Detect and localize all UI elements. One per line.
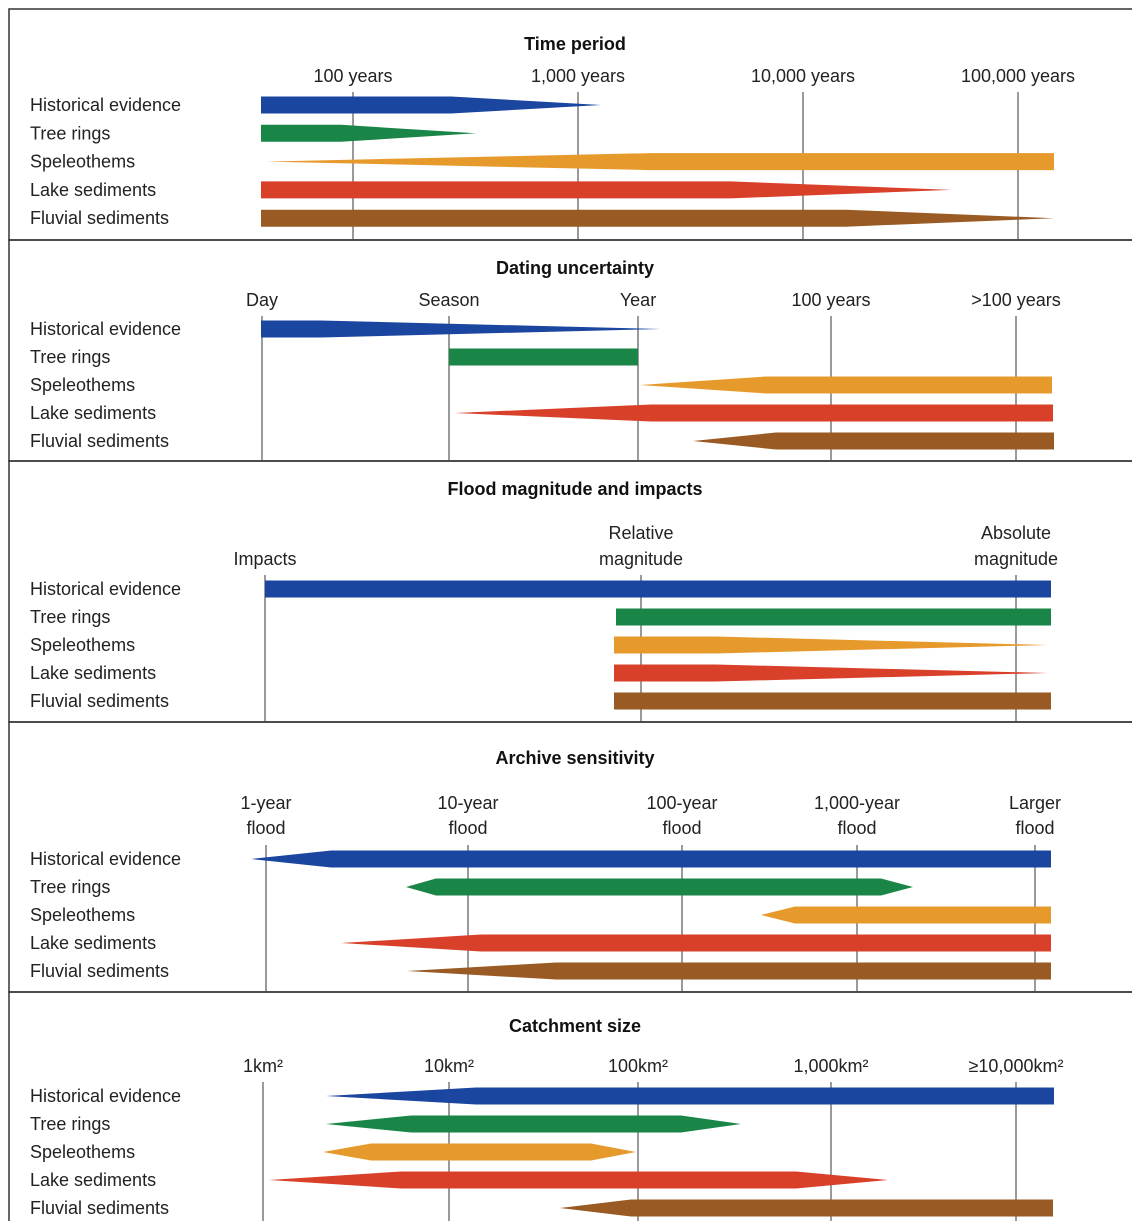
bar-historical	[251, 850, 1051, 868]
axis-label: magnitude	[974, 549, 1058, 569]
bar-fluvial	[407, 962, 1051, 980]
bar-speleothem	[266, 153, 1054, 171]
archive-label: Lake sediments	[30, 403, 156, 423]
axis-label: 100 years	[313, 66, 392, 86]
archive-label: Fluvial sediments	[30, 691, 169, 711]
axis-label: Relative	[608, 523, 673, 543]
panel-title: Dating uncertainty	[496, 258, 654, 278]
panel-magnitude: Flood magnitude and impacts Impacts Relati…	[8, 460, 1132, 723]
axis-label: 100km²	[608, 1056, 668, 1076]
bar-historical	[326, 1087, 1054, 1105]
archive-label: Historical evidence	[30, 579, 181, 599]
panel-time: Time period 100 years 1,000 years 10,000 ye…	[8, 8, 1132, 241]
bar-fluvial	[560, 1199, 1053, 1217]
bar-speleothem	[323, 1143, 636, 1161]
axis-label: 1,000 years	[531, 66, 625, 86]
archive-label: Tree rings	[30, 1114, 110, 1134]
axis-label: 100 years	[791, 290, 870, 310]
archive-label: Speleothems	[30, 1142, 135, 1162]
axis-label: 1,000km²	[793, 1056, 868, 1076]
bar-tree	[406, 878, 913, 896]
axis-label: Larger	[1009, 793, 1061, 813]
axis-label: Absolute	[981, 523, 1051, 543]
archive-label: Fluvial sediments	[30, 961, 169, 981]
panel-title: Flood magnitude and impacts	[447, 479, 702, 499]
bar-historical	[261, 96, 601, 114]
bar-fluvial	[261, 209, 1054, 227]
bar-lake	[269, 1171, 888, 1189]
bar-speleothem	[640, 376, 1052, 394]
archive-label: Lake sediments	[30, 1170, 156, 1190]
archive-label: Lake sediments	[30, 933, 156, 953]
bar-tree	[616, 608, 1051, 626]
bar-lake	[614, 664, 1048, 682]
bar-tree	[449, 348, 638, 366]
axis-label: Impacts	[233, 549, 296, 569]
archive-label: Historical evidence	[30, 1086, 181, 1106]
bar-tree	[261, 124, 476, 142]
archive-label: Tree rings	[30, 877, 110, 897]
archive-label: Speleothems	[30, 375, 135, 395]
archive-label: Historical evidence	[30, 319, 181, 339]
axis-label: 1,000-year	[814, 793, 900, 813]
bar-historical	[265, 580, 1051, 598]
bar-speleothem	[761, 906, 1051, 924]
axis-label: >100 years	[971, 290, 1061, 310]
archive-label: Tree rings	[30, 607, 110, 627]
archive-label: Lake sediments	[30, 663, 156, 683]
panel-catchment: Catchment size 1km² 10km² 100km² 1,000km² ≥10…	[8, 991, 1132, 1221]
panel-title: Time period	[524, 34, 626, 54]
axis-label: 100,000 years	[961, 66, 1075, 86]
bar-fluvial	[614, 692, 1051, 710]
archive-label: Fluvial sediments	[30, 431, 169, 451]
axis-label: 10-year	[437, 793, 498, 813]
archive-label: Tree rings	[30, 347, 110, 367]
archive-label: Historical evidence	[30, 849, 181, 869]
panel-sensitivity: Archive sensitivity 1-year flood 10-year flo…	[8, 721, 1132, 993]
axis-label: Day	[246, 290, 278, 310]
archive-label: Speleothems	[30, 635, 135, 655]
bar-fluvial	[693, 432, 1054, 450]
bar-speleothem	[614, 636, 1048, 654]
panel-title: Archive sensitivity	[495, 748, 654, 768]
panel-frame	[8, 991, 1132, 1221]
axis-label: 1-year	[240, 793, 291, 813]
axis-label: Season	[418, 290, 479, 310]
axis-label: 100-year	[646, 793, 717, 813]
bar-lake	[455, 404, 1053, 422]
axis-label: 1km²	[243, 1056, 283, 1076]
axis-label: flood	[1015, 818, 1054, 838]
archive-label: Speleothems	[30, 905, 135, 925]
archive-label: Fluvial sediments	[30, 1198, 169, 1218]
axis-label: Year	[620, 290, 656, 310]
axis-label: ≥10,000km²	[969, 1056, 1064, 1076]
archive-label: Fluvial sediments	[30, 208, 169, 228]
bar-tree	[326, 1115, 741, 1133]
archive-label: Lake sediments	[30, 180, 156, 200]
bar-historical	[261, 320, 661, 338]
axis-label: flood	[837, 818, 876, 838]
panel-title: Catchment size	[509, 1016, 641, 1036]
archive-label: Historical evidence	[30, 95, 181, 115]
axis-label: 10km²	[424, 1056, 474, 1076]
axis-label: flood	[246, 818, 285, 838]
bar-lake	[261, 181, 951, 199]
axis-label: flood	[662, 818, 701, 838]
axis-label: 10,000 years	[751, 66, 855, 86]
panel-dating: Dating uncertainty Day Season Year 100 years…	[8, 239, 1132, 462]
archive-label: Tree rings	[30, 123, 110, 143]
axis-label: magnitude	[599, 549, 683, 569]
archive-label: Speleothems	[30, 152, 135, 172]
axis-label: flood	[448, 818, 487, 838]
bar-lake	[341, 934, 1051, 952]
